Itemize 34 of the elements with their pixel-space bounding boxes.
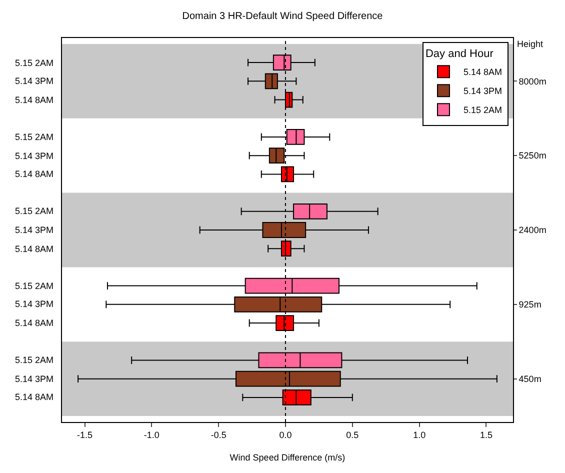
text: 5.14 8AM [15,392,54,402]
x-tick-label: 0.0 [279,430,292,440]
x-axis-title: Wind Speed Difference (m/s) [230,452,346,463]
legend-label: 5.14 8AM [463,67,502,78]
y-tick-label: 2400m [518,225,546,236]
x-tick-label: -1.0 [144,430,160,440]
text: 5.15 2AM [15,132,54,142]
y-tick-label: 8000m [518,76,546,86]
y-tick-label: 5250m [518,150,546,161]
text: 5.14 3PM [15,151,54,161]
y-axis-title: Height [517,39,544,49]
text: 5.14 3PM [15,299,54,309]
text: 5.14 8AM [15,95,54,105]
y-tick-label: 450m [518,374,542,384]
x-tick-label: 0.5 [346,430,359,440]
text: 5.14 8AM [15,244,54,254]
chart-title: Domain 3 HR-Default Wind Speed Difference [182,10,384,22]
text: 5.14 3PM [15,374,54,384]
text: 5.15 2AM [15,58,54,68]
x-tick-label: -0.5 [210,430,226,440]
legend-title: Day and Hour [425,48,494,60]
x-tick-label: 1.0 [413,430,426,440]
y-tick-label: 925m [518,300,542,310]
text: 5.14 8AM [15,169,54,179]
text: 5.15 2AM [15,355,54,365]
text: 5.14 3PM [15,76,54,86]
text: 5.14 8AM [15,318,54,328]
x-tick-label: -1.5 [76,430,93,440]
legend-label: 5.15 2AM [463,105,502,116]
text: 5.15 2AM [15,206,54,216]
legend-label: 5.14 3PM [463,86,502,96]
x-tick-label: 1.5 [480,430,492,440]
text: 5.14 3PM [15,225,54,235]
text: 5.15 2AM [15,281,54,291]
